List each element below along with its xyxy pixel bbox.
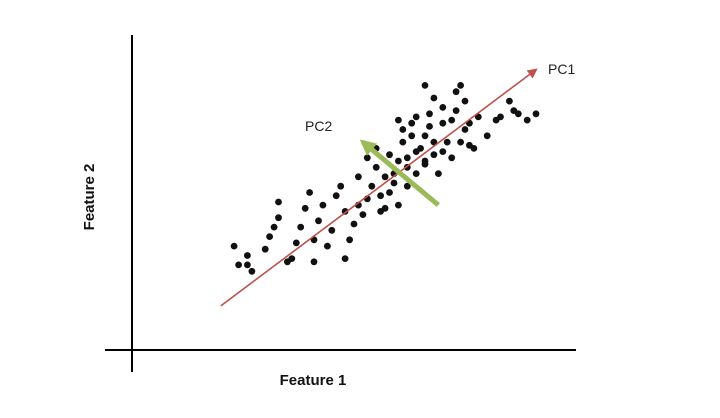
data-point	[452, 107, 460, 114]
data-point	[390, 179, 398, 187]
data-point	[266, 233, 273, 241]
data-point	[381, 173, 389, 181]
data-point	[337, 182, 345, 190]
data-point	[395, 116, 402, 124]
data-points	[230, 82, 540, 275]
data-point	[426, 123, 433, 130]
data-point	[372, 163, 380, 171]
data-point	[248, 267, 256, 275]
data-point	[368, 182, 376, 190]
data-point	[435, 170, 442, 178]
data-point	[408, 132, 416, 140]
data-point	[363, 154, 371, 162]
data-point	[359, 211, 367, 219]
data-point	[395, 157, 402, 165]
data-point	[297, 223, 305, 231]
data-point	[452, 88, 460, 96]
data-point	[244, 252, 251, 259]
data-point	[506, 97, 513, 105]
data-point	[235, 261, 243, 269]
data-point	[230, 242, 238, 250]
data-point	[448, 154, 456, 162]
data-point	[244, 261, 251, 269]
data-point	[328, 226, 336, 234]
data-point	[324, 242, 331, 250]
data-point	[448, 116, 456, 124]
y-axis-title: Feature 2	[81, 164, 98, 231]
data-point	[457, 138, 464, 146]
data-point	[261, 245, 269, 253]
data-point	[355, 173, 362, 181]
data-point	[514, 110, 522, 118]
data-point	[421, 157, 429, 165]
data-point	[461, 97, 469, 105]
data-point	[421, 82, 429, 89]
data-point	[457, 82, 464, 89]
data-point	[403, 154, 411, 162]
data-point	[497, 113, 504, 121]
data-point	[399, 138, 407, 146]
data-point	[381, 204, 389, 212]
data-point	[395, 201, 402, 209]
data-point	[443, 138, 451, 146]
data-point	[310, 258, 318, 266]
data-point	[399, 126, 407, 133]
data-point	[483, 132, 491, 140]
data-point	[275, 198, 282, 206]
data-point	[350, 220, 358, 228]
data-point	[430, 151, 438, 159]
pc1-label: PC1	[548, 61, 575, 77]
x-axis-title: Feature 1	[280, 372, 347, 389]
data-point	[421, 132, 429, 140]
data-point	[319, 201, 327, 209]
data-point	[439, 119, 447, 127]
data-point	[386, 189, 393, 196]
pc2-label: PC2	[305, 118, 332, 134]
data-point	[332, 192, 340, 200]
data-point	[315, 217, 322, 225]
data-point	[270, 223, 278, 231]
data-point	[306, 189, 313, 196]
data-point	[532, 110, 540, 118]
data-point	[430, 138, 438, 146]
data-point	[474, 113, 482, 121]
data-point	[426, 110, 433, 118]
data-point	[523, 116, 531, 124]
data-point	[412, 113, 420, 121]
data-point	[417, 145, 424, 152]
data-point	[408, 119, 416, 127]
data-point	[301, 204, 309, 212]
data-point	[461, 126, 469, 133]
pc2-arrow	[359, 139, 440, 208]
data-point	[275, 214, 282, 222]
data-point	[439, 104, 447, 111]
data-point	[377, 192, 384, 200]
data-point	[386, 151, 393, 159]
data-point	[403, 182, 411, 190]
data-point	[284, 258, 291, 266]
data-point	[439, 148, 447, 156]
data-point	[470, 145, 478, 152]
data-point	[346, 236, 353, 244]
data-point	[412, 170, 420, 178]
pc1-arrow	[220, 68, 538, 307]
data-point	[341, 255, 349, 262]
data-point	[292, 239, 300, 247]
data-point	[430, 94, 438, 102]
